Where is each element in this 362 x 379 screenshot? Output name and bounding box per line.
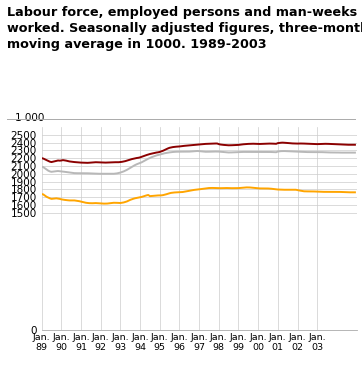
Labour force xyxy=(39,156,44,160)
Man-weeks worked xyxy=(238,186,242,190)
Employed persons xyxy=(195,149,199,153)
Employed persons xyxy=(222,150,226,154)
Employed persons xyxy=(94,171,98,176)
Labour force xyxy=(167,146,172,150)
Text: Labour force, employed persons and man-weeks
worked. Seasonally adjusted figures: Labour force, employed persons and man-w… xyxy=(7,6,362,51)
Man-weeks worked xyxy=(102,201,106,206)
Line: Employed persons: Employed persons xyxy=(42,151,355,174)
Labour force xyxy=(77,160,81,165)
Man-weeks worked xyxy=(220,186,224,191)
Employed persons xyxy=(39,164,44,169)
Man-weeks worked xyxy=(199,187,203,191)
Employed persons xyxy=(77,171,81,175)
Employed persons xyxy=(167,150,172,155)
Man-weeks worked xyxy=(39,192,44,196)
Line: Labour force: Labour force xyxy=(42,143,355,163)
Man-weeks worked xyxy=(244,185,249,190)
Line: Man-weeks worked: Man-weeks worked xyxy=(42,187,355,204)
Man-weeks worked xyxy=(77,199,81,204)
Labour force xyxy=(353,143,357,147)
Labour force xyxy=(199,142,203,147)
Labour force xyxy=(281,140,285,145)
Employed persons xyxy=(171,150,175,154)
Man-weeks worked xyxy=(353,190,357,194)
Employed persons xyxy=(240,150,244,154)
Man-weeks worked xyxy=(171,190,175,195)
Man-weeks worked xyxy=(167,191,172,196)
Labour force xyxy=(84,161,88,165)
Employed persons xyxy=(353,150,357,155)
Employed persons xyxy=(200,149,205,154)
Labour force xyxy=(220,143,224,147)
Text: 1 000: 1 000 xyxy=(15,113,44,123)
Labour force xyxy=(171,145,175,149)
Labour force xyxy=(238,143,242,147)
